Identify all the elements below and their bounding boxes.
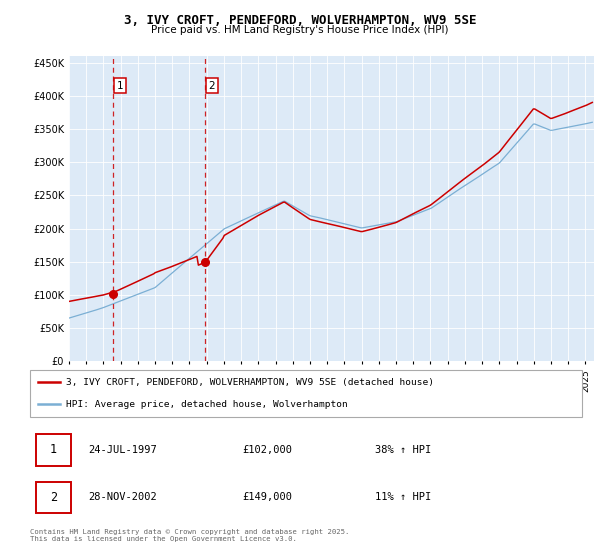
Text: 1: 1 <box>50 444 57 456</box>
Text: 11% ↑ HPI: 11% ↑ HPI <box>375 492 431 502</box>
Text: £102,000: £102,000 <box>242 445 293 455</box>
Text: 2: 2 <box>209 81 215 91</box>
Text: HPI: Average price, detached house, Wolverhampton: HPI: Average price, detached house, Wolv… <box>66 400 347 409</box>
Text: 1: 1 <box>116 81 123 91</box>
Text: 3, IVY CROFT, PENDEFORD, WOLVERHAMPTON, WV9 5SE (detached house): 3, IVY CROFT, PENDEFORD, WOLVERHAMPTON, … <box>66 378 434 387</box>
Text: 2: 2 <box>50 491 57 504</box>
Text: 38% ↑ HPI: 38% ↑ HPI <box>375 445 431 455</box>
Bar <box>35 482 71 513</box>
Bar <box>35 434 71 465</box>
Text: Contains HM Land Registry data © Crown copyright and database right 2025.
This d: Contains HM Land Registry data © Crown c… <box>30 529 349 542</box>
Text: Price paid vs. HM Land Registry's House Price Index (HPI): Price paid vs. HM Land Registry's House … <box>151 25 449 35</box>
Text: £149,000: £149,000 <box>242 492 293 502</box>
Text: 28-NOV-2002: 28-NOV-2002 <box>88 492 157 502</box>
Text: 3, IVY CROFT, PENDEFORD, WOLVERHAMPTON, WV9 5SE: 3, IVY CROFT, PENDEFORD, WOLVERHAMPTON, … <box>124 14 476 27</box>
Text: 24-JUL-1997: 24-JUL-1997 <box>88 445 157 455</box>
